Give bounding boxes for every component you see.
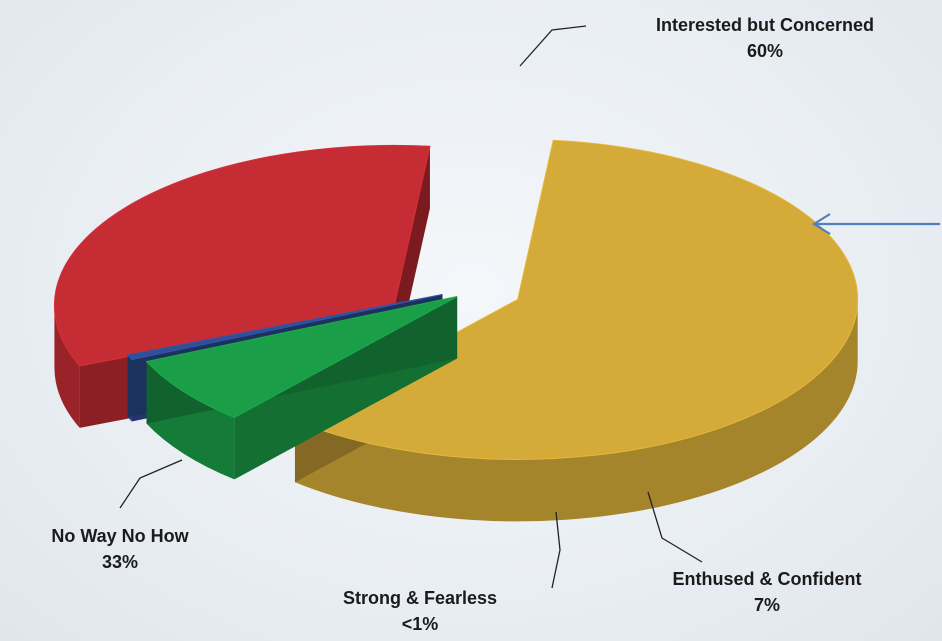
slice-label-noway: No Way No How 33% — [0, 523, 240, 575]
slice-label-interested: Interested but Concerned 60% — [600, 12, 930, 64]
pie-slice-1 — [145, 296, 458, 480]
slice-name-noway: No Way No How — [51, 526, 189, 546]
slice-name-interested: Interested but Concerned — [655, 15, 875, 35]
pie-slice-side-0 — [294, 299, 858, 522]
slice-percent-noway: 33% — [101, 552, 139, 572]
pie-slice-top-1 — [145, 296, 458, 418]
pie-slice-top-3 — [53, 144, 431, 367]
annotation-arrow-head — [811, 213, 831, 235]
pie-slice-side-3 — [54, 305, 80, 428]
pie-slice-top-0 — [293, 139, 859, 460]
pie-slice-0 — [293, 139, 859, 522]
slice-percent-strong: <1% — [401, 614, 439, 634]
slice-percent-interested: 60% — [746, 41, 784, 61]
slice-name-enthused: Enthused & Confident — [672, 569, 862, 589]
slice-label-enthused: Enthused & Confident 7% — [612, 566, 922, 618]
slice-percent-enthused: 7% — [753, 595, 780, 615]
leader-enthused — [647, 491, 703, 563]
leader-noway — [119, 459, 183, 509]
slice-name-strong: Strong & Fearless — [342, 588, 498, 608]
leader-interested — [519, 25, 587, 67]
pie-slice-top-2 — [126, 293, 443, 361]
leader-strong — [551, 511, 561, 589]
slice-label-strong: Strong & Fearless <1% — [290, 585, 550, 637]
